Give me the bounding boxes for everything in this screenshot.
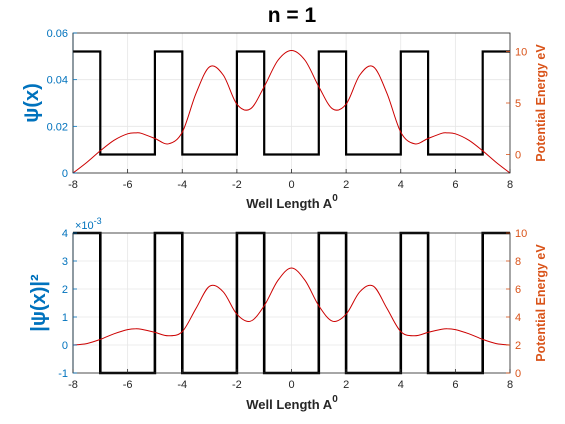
bot-y-left-tick-label: 3	[62, 256, 68, 268]
bot-x-tick-label: 0	[288, 379, 294, 391]
top-x-tick-label: -6	[123, 179, 133, 191]
bottom-y-exponent-sup: -3	[94, 216, 102, 226]
bottom-x-axis-label-text: Well Length A	[246, 397, 333, 412]
top-x-tick-label: 2	[343, 179, 349, 191]
top-x-axis-label: Well Length A0	[246, 193, 338, 211]
top-y-left-tick-label: 0.04	[47, 75, 68, 87]
bottom-y-ticks-left: -1 0 1 2 3 4	[58, 228, 77, 380]
top-y-axis-label-left: ψ(x)	[21, 83, 43, 123]
top-x-tick-label: -8	[68, 179, 78, 191]
bottom-x-axis-label-sup: 0	[332, 394, 338, 405]
bot-x-tick-label: 2	[343, 379, 349, 391]
figure-title: n = 1	[268, 4, 317, 27]
top-y-right-tick-label: 10	[515, 47, 527, 59]
bottom-y-exponent: ×10-3	[75, 216, 102, 232]
bot-x-tick-label: -8	[68, 379, 78, 391]
top-x-ticks: -8 -6 -4 -2 0 2 4 6 8	[68, 169, 513, 191]
bot-x-tick-label: -4	[177, 379, 187, 391]
bot-y-right-tick-label: 6	[515, 284, 521, 296]
bot-x-tick-label: 4	[398, 379, 404, 391]
bot-y-right-tick-label: 0	[515, 368, 521, 380]
top-x-tick-label: 8	[507, 179, 513, 191]
bottom-y-exponent-base: ×10	[75, 220, 94, 232]
bottom-y-axis-label-left: |ψ(x)|²	[28, 274, 50, 332]
bot-y-left-tick-label: 1	[62, 312, 68, 324]
top-y-ticks-right: 0 5 10	[506, 47, 527, 162]
top-x-tick-label: 4	[398, 179, 404, 191]
top-y-axis-label-right: Potential Energy eV	[534, 44, 548, 162]
top-y-left-tick-label: 0.06	[47, 28, 68, 40]
top-y-left-tick-label: 0	[62, 168, 68, 180]
bot-y-right-tick-label: 10	[515, 228, 527, 240]
top-x-tick-label: -2	[232, 179, 242, 191]
bot-x-tick-label: 8	[507, 379, 513, 391]
top-x-axis-label-sup: 0	[332, 193, 338, 204]
bot-y-left-tick-label: 4	[62, 228, 68, 240]
bottom-y-ticks-right: 0 2 4 6 8 10	[506, 228, 527, 380]
bot-y-right-tick-label: 4	[515, 312, 521, 324]
bot-x-tick-label: 6	[452, 379, 458, 391]
bot-y-left-tick-label: 2	[62, 284, 68, 296]
top-x-tick-label: 0	[288, 179, 294, 191]
top-y-left-tick-label: 0.02	[47, 121, 68, 133]
top-y-right-tick-label: 5	[515, 98, 521, 110]
bot-x-tick-label: -6	[123, 379, 133, 391]
bot-y-left-tick-label: 0	[62, 340, 68, 352]
bot-y-left-tick-label: -1	[58, 368, 68, 380]
top-x-tick-label: 6	[452, 179, 458, 191]
top-y-right-tick-label: 0	[515, 149, 521, 161]
bot-x-tick-label: -2	[232, 379, 242, 391]
top-x-tick-label: -4	[177, 179, 187, 191]
top-grid	[73, 33, 510, 173]
top-y-ticks-left: 0 0.02 0.04 0.06	[47, 28, 77, 180]
bottom-x-axis-label: Well Length A0	[246, 394, 338, 412]
top-x-axis-label-text: Well Length A	[246, 196, 333, 211]
bottom-y-axis-label-right: Potential Energy eV	[534, 244, 548, 362]
bot-y-right-tick-label: 2	[515, 340, 521, 352]
bot-y-right-tick-label: 8	[515, 256, 521, 268]
bottom-grid	[73, 233, 510, 373]
